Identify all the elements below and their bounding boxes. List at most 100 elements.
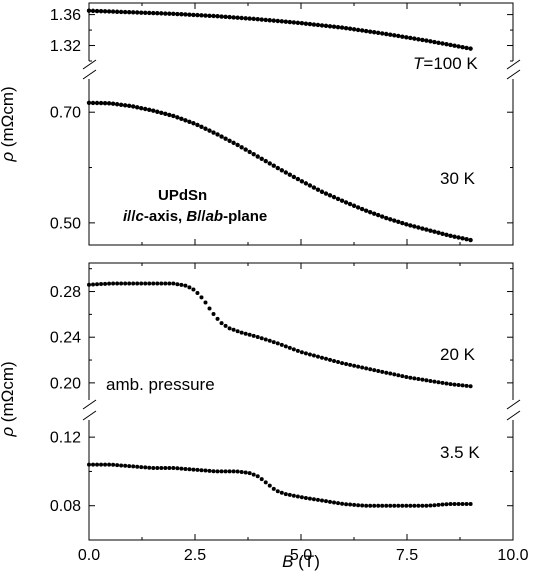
data-point [264, 159, 268, 163]
data-point [352, 204, 356, 208]
data-point [167, 466, 171, 470]
data-point [191, 468, 195, 472]
data-point [440, 41, 444, 45]
data-point [468, 238, 472, 242]
data-point [268, 484, 272, 488]
data-point [135, 465, 139, 469]
data-point [453, 383, 457, 387]
data-point [191, 121, 195, 125]
data-point [280, 19, 284, 23]
data-point [352, 27, 356, 31]
data-point [440, 232, 444, 236]
data-point [212, 312, 216, 316]
data-point [332, 25, 336, 29]
data-point [324, 24, 328, 28]
data-point [187, 285, 191, 289]
data-point [183, 12, 187, 16]
data-point [159, 466, 163, 470]
data-point [356, 365, 360, 369]
data-point [344, 362, 348, 366]
data-point [171, 114, 175, 118]
data-point [107, 9, 111, 13]
data-point [404, 35, 408, 39]
data-point [227, 15, 231, 19]
data-point [284, 344, 288, 348]
data-point [328, 24, 332, 28]
data-point [292, 175, 296, 179]
data-point [436, 231, 440, 235]
data-point [436, 503, 440, 507]
data-point [199, 125, 203, 129]
data-point [139, 10, 143, 14]
data-point [264, 18, 268, 22]
data-point [464, 237, 468, 241]
data-point [340, 502, 344, 506]
data-point [95, 282, 99, 286]
data-point [412, 376, 416, 380]
y-tick-label: 0.20 [50, 375, 81, 392]
bottom-panel-points [87, 282, 473, 508]
data-point [276, 19, 280, 23]
data-point [436, 41, 440, 45]
data-point [115, 463, 119, 467]
data-point [131, 10, 135, 14]
data-point [191, 13, 195, 17]
data-point [368, 504, 372, 508]
data-point [392, 33, 396, 37]
data-point [195, 291, 199, 295]
data-point [155, 282, 159, 286]
data-point [324, 357, 328, 361]
top-y-axis-label: ρ (mΩcm) [0, 86, 17, 162]
y-tick-label: 1.32 [50, 38, 81, 55]
data-point [272, 340, 276, 344]
data-point [139, 106, 143, 110]
data-point [199, 13, 203, 17]
data-point [224, 469, 228, 473]
data-point [320, 23, 324, 27]
data-point [445, 502, 449, 506]
data-point [203, 301, 207, 305]
data-point [227, 139, 231, 143]
data-point [360, 504, 364, 508]
top-panel-ticks: 1.36 1.32 0.70 0.50 [50, 3, 513, 245]
sample-configuration: i//c-axis, B//ab-plane [123, 208, 267, 225]
data-point [123, 464, 127, 468]
data-point [304, 496, 308, 500]
data-point [448, 43, 452, 47]
data-point [464, 46, 468, 50]
data-point [131, 104, 135, 108]
data-point [312, 22, 316, 26]
data-point [336, 360, 340, 364]
data-point [320, 499, 324, 503]
data-point [364, 366, 368, 370]
data-point [400, 504, 404, 508]
data-point [264, 338, 268, 342]
data-point [392, 504, 396, 508]
data-point [272, 18, 276, 22]
data-point [316, 187, 320, 191]
data-point [428, 379, 432, 383]
data-point [420, 378, 424, 382]
data-point [256, 335, 260, 339]
data-point [328, 358, 332, 362]
data-point [408, 376, 412, 380]
y-tick-label: 0.08 [50, 498, 81, 515]
data-point [159, 282, 163, 286]
data-point [300, 495, 304, 499]
x-axis-symbol: B [282, 552, 293, 571]
data-point [465, 384, 469, 388]
data-point [280, 168, 284, 172]
data-point [95, 101, 99, 105]
data-point [300, 179, 304, 183]
data-point [171, 12, 175, 16]
data-point [396, 373, 400, 377]
data-point [252, 473, 256, 477]
series-label-30k: 30 K [440, 169, 476, 188]
data-point [408, 36, 412, 40]
data-point [135, 282, 139, 286]
data-point [404, 504, 408, 508]
pressure-annotation: amb. pressure [106, 375, 215, 394]
data-point [336, 25, 340, 29]
data-point [316, 355, 320, 359]
data-point [356, 28, 360, 32]
